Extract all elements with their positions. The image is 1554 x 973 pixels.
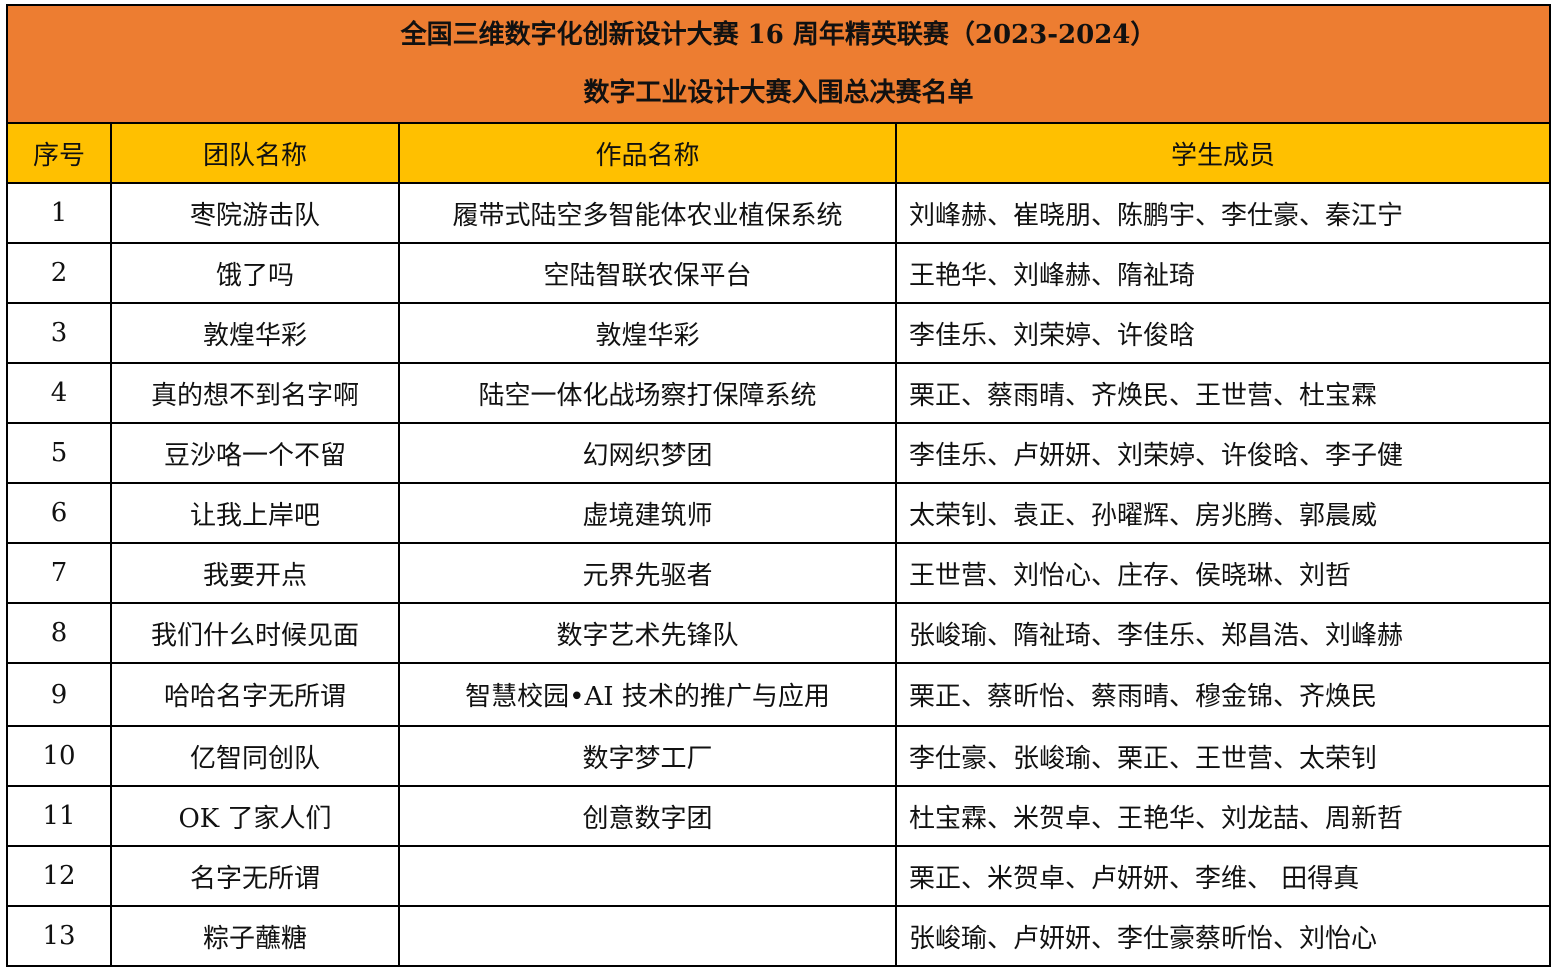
cell-no: 8 (6, 602, 112, 664)
cell-work: 数字艺术先锋队 (398, 602, 897, 664)
cell-team: 名字无所谓 (110, 845, 400, 907)
cell-team: 枣院游击队 (110, 182, 400, 244)
cell-members: 张峻瑜、卢妍妍、李仕豪蔡昕怡、刘怡心 (895, 905, 1551, 967)
table-row: 6 让我上岸吧 虚境建筑师 太荣钊、袁正、孙曜辉、房兆腾、郭晨威 (6, 482, 1551, 544)
table-row: 3 敦煌华彩 敦煌华彩 李佳乐、刘荣婷、许俊晗 (6, 302, 1551, 364)
table-row: 12 名字无所谓 栗正、米贺卓、卢妍妍、李维、 田得真 (6, 845, 1551, 907)
cell-members: 刘峰赫、崔晓朋、陈鹏宇、李仕豪、秦江宁 (895, 182, 1551, 244)
table-row: 10 亿智同创队 数字梦工厂 李仕豪、张峻瑜、栗正、王世营、太荣钊 (6, 725, 1551, 787)
cell-team: 我要开点 (110, 542, 400, 604)
cell-no: 1 (6, 182, 112, 244)
cell-members: 太荣钊、袁正、孙曜辉、房兆腾、郭晨威 (895, 482, 1551, 544)
table-row: 2 饿了吗 空陆智联农保平台 王艳华、刘峰赫、隋祉琦 (6, 242, 1551, 304)
cell-team: 豆沙咯一个不留 (110, 422, 400, 484)
cell-members: 李佳乐、卢妍妍、刘荣婷、许俊晗、李子健 (895, 422, 1551, 484)
table-title: 全国三维数字化创新设计大赛 16 周年精英联赛（2023-2024） 数字工业设… (6, 4, 1551, 124)
cell-no: 5 (6, 422, 112, 484)
column-header-no: 序号 (6, 122, 112, 184)
cell-work: 虚境建筑师 (398, 482, 897, 544)
cell-members: 王世营、刘怡心、庄存、侯晓琳、刘哲 (895, 542, 1551, 604)
column-header-members: 学生成员 (895, 122, 1551, 184)
cell-members: 李仕豪、张峻瑜、栗正、王世营、太荣钊 (895, 725, 1551, 787)
cell-work: 空陆智联农保平台 (398, 242, 897, 304)
cell-no: 9 (6, 662, 112, 727)
table-row: 9 哈哈名字无所谓 智慧校园•AI 技术的推广与应用 栗正、蔡昕怡、蔡雨晴、穆金锦、齐… (6, 662, 1551, 727)
cell-work: 数字梦工厂 (398, 725, 897, 787)
table-row: 1 枣院游击队 履带式陆空多智能体农业植保系统 刘峰赫、崔晓朋、陈鹏宇、李仕豪、秦江宁 (6, 182, 1551, 244)
cell-members: 杜宝霖、米贺卓、王艳华、刘龙喆、周新哲 (895, 785, 1551, 847)
title-line-2: 数字工业设计大赛入围总决赛名单 (583, 78, 974, 108)
cell-no: 13 (6, 905, 112, 967)
column-header-team: 团队名称 (110, 122, 400, 184)
title-line-1: 全国三维数字化创新设计大赛 16 周年精英联赛（2023-2024） (400, 20, 1157, 50)
cell-team: 粽子蘸糖 (110, 905, 400, 967)
cell-no: 10 (6, 725, 112, 787)
cell-work: 敦煌华彩 (398, 302, 897, 364)
table-row: 4 真的想不到名字啊 陆空一体化战场察打保障系统 栗正、蔡雨晴、齐焕民、王世营、杜宝霖 (6, 362, 1551, 424)
cell-no: 6 (6, 482, 112, 544)
cell-team: 让我上岸吧 (110, 482, 400, 544)
cell-members: 栗正、蔡昕怡、蔡雨晴、穆金锦、齐焕民 (895, 662, 1551, 727)
cell-work: 陆空一体化战场察打保障系统 (398, 362, 897, 424)
cell-members: 李佳乐、刘荣婷、许俊晗 (895, 302, 1551, 364)
cell-members: 张峻瑜、隋祉琦、李佳乐、郑昌浩、刘峰赫 (895, 602, 1551, 664)
cell-no: 12 (6, 845, 112, 907)
table-row: 13 粽子蘸糖 张峻瑜、卢妍妍、李仕豪蔡昕怡、刘怡心 (6, 905, 1551, 967)
table-row: 8 我们什么时候见面 数字艺术先锋队 张峻瑜、隋祉琦、李佳乐、郑昌浩、刘峰赫 (6, 602, 1551, 664)
cell-members: 王艳华、刘峰赫、隋祉琦 (895, 242, 1551, 304)
cell-team: 真的想不到名字啊 (110, 362, 400, 424)
cell-no: 4 (6, 362, 112, 424)
cell-no: 2 (6, 242, 112, 304)
cell-work (398, 905, 897, 967)
cell-team: 饿了吗 (110, 242, 400, 304)
cell-work: 创意数字团 (398, 785, 897, 847)
cell-team: 亿智同创队 (110, 725, 400, 787)
cell-work: 履带式陆空多智能体农业植保系统 (398, 182, 897, 244)
table-row: 7 我要开点 元界先驱者 王世营、刘怡心、庄存、侯晓琳、刘哲 (6, 542, 1551, 604)
cell-no: 3 (6, 302, 112, 364)
cell-members: 栗正、米贺卓、卢妍妍、李维、 田得真 (895, 845, 1551, 907)
cell-work: 元界先驱者 (398, 542, 897, 604)
cell-work: 智慧校园•AI 技术的推广与应用 (398, 662, 897, 727)
cell-no: 7 (6, 542, 112, 604)
cell-work: 幻网织梦团 (398, 422, 897, 484)
cell-no: 11 (6, 785, 112, 847)
cell-work (398, 845, 897, 907)
cell-team: 敦煌华彩 (110, 302, 400, 364)
table-row: 5 豆沙咯一个不留 幻网织梦团 李佳乐、卢妍妍、刘荣婷、许俊晗、李子健 (6, 422, 1551, 484)
table-row: 11 OK 了家人们 创意数字团 杜宝霖、米贺卓、王艳华、刘龙喆、周新哲 (6, 785, 1551, 847)
cell-members: 栗正、蔡雨晴、齐焕民、王世营、杜宝霖 (895, 362, 1551, 424)
column-header-work: 作品名称 (398, 122, 897, 184)
cell-team: OK 了家人们 (110, 785, 400, 847)
cell-team: 哈哈名字无所谓 (110, 662, 400, 727)
header-row: 序号 团队名称 作品名称 学生成员 (6, 122, 1551, 184)
cell-team: 我们什么时候见面 (110, 602, 400, 664)
finalists-table: 全国三维数字化创新设计大赛 16 周年精英联赛（2023-2024） 数字工业设… (6, 4, 1551, 967)
